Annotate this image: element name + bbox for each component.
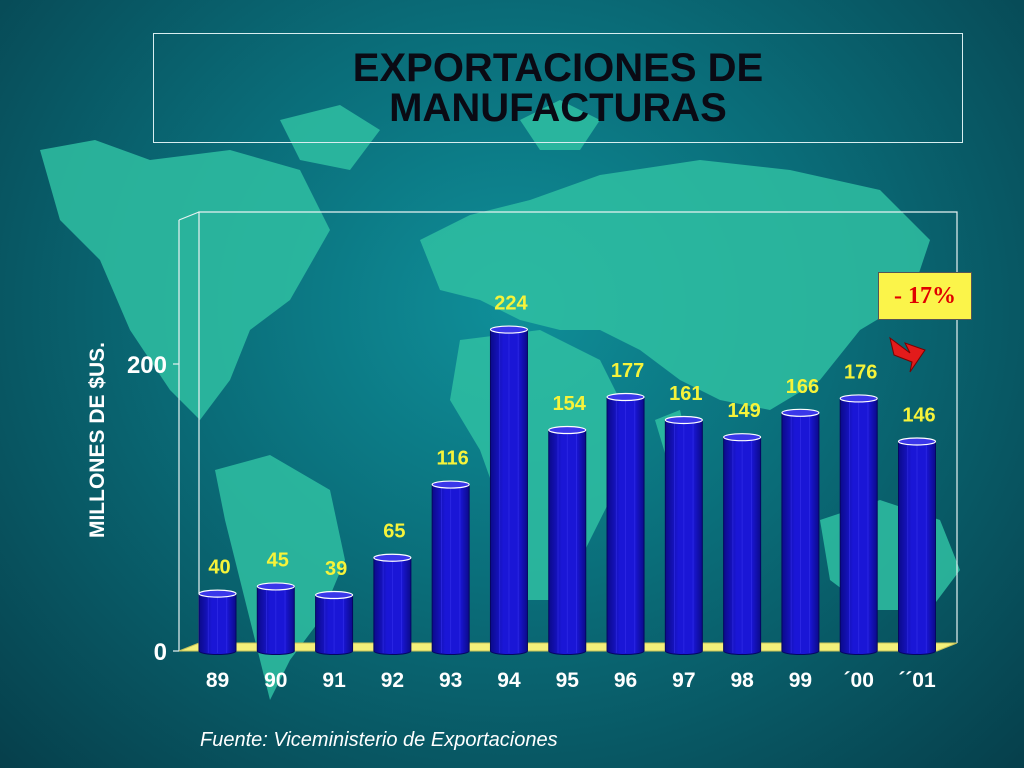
y-tick-label: 200 [127,352,167,379]
x-tick-label: 98 [730,669,754,692]
value-label: 39 [325,558,347,580]
value-label: 176 [844,361,877,383]
x-tick-label: 93 [439,669,462,692]
bar-´´01 [897,437,937,655]
bar-cap [314,590,354,600]
x-tick-label: 94 [497,669,521,692]
value-label: 224 [494,293,528,315]
bar-89 [198,589,237,655]
bar-´00 [839,394,878,655]
bar-cap [198,589,237,598]
bar-cap [664,415,703,425]
source-note: Fuente: Viceministerio de Exportaciones [200,729,558,751]
bar-90 [256,582,295,655]
down-arrow-icon [889,336,926,373]
y-axis-top-edge [178,211,200,221]
bar-91 [314,590,354,655]
title-box: EXPORTACIONES DE MANUFACTURAS [153,33,963,143]
bar-97 [664,415,703,655]
bar-94 [489,325,529,655]
value-label: 45 [267,549,289,571]
bar-98 [723,433,762,655]
bar-96 [606,392,645,655]
value-label: 146 [902,404,935,426]
bar-cap [548,425,587,435]
bar-99 [781,408,820,655]
y-tick-label: 0 [154,639,167,666]
value-label: 40 [208,557,230,579]
x-tick-label: ´´01 [898,669,936,692]
bar-cap [839,394,878,403]
x-tick-label: 92 [381,669,404,692]
x-tick-label: ´00 [844,669,874,692]
change-annotation-badge: - 17% [878,272,972,320]
value-label: 177 [611,360,644,382]
bar-95 [548,425,587,655]
plot-frame [198,211,958,643]
bar-cap [489,325,529,334]
chart-bars [198,325,937,655]
bar-cap [723,433,762,442]
value-label: 116 [437,448,469,470]
x-tick-label: 95 [556,669,580,692]
bar-93 [431,480,470,655]
x-tick-label: 90 [264,669,287,692]
y-axis-label: MILLONES DE $US. [86,341,109,539]
x-tick-label: 99 [789,669,812,692]
value-label: 149 [727,400,760,422]
chart-labels: 40 89 45 90 39 91 65 92 116 93 224 94 154 95 177 96 161 9… [206,293,936,692]
value-label: 161 [669,383,702,405]
bar-cap [256,582,295,591]
value-label: 166 [786,376,819,398]
bar-cap [606,392,645,402]
value-label: 154 [553,393,587,415]
chart-title: EXPORTACIONES DE MANUFACTURAS [352,46,764,130]
bar-cap [373,553,412,562]
x-tick-label: 91 [322,669,346,692]
bar-cap [897,437,937,446]
x-tick-label: 97 [672,669,695,692]
value-label: 65 [383,521,405,543]
bar-cap [431,480,470,489]
bar-92 [373,553,412,655]
x-tick-label: 96 [614,669,637,692]
bar-cap [781,408,820,417]
x-tick-label: 89 [206,669,229,692]
